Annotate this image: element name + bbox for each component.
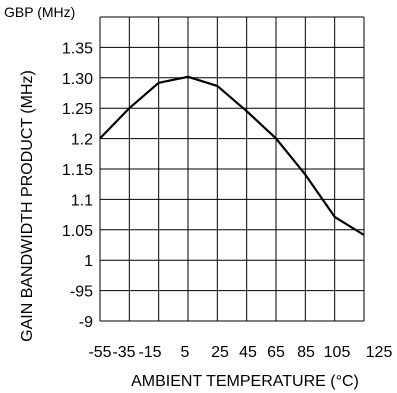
corner-label: GBP (MHz) [4,4,75,20]
x-tick-label: 85 [297,344,315,361]
y-tick-label: 1.30 [62,71,93,88]
y-tick-label: 1.1 [71,192,93,209]
x-axis-label: AMBIENT TEMPERATURE (°C) [131,373,359,390]
series-line [99,75,365,236]
y-tick-label: 1 [84,253,93,270]
y-tick-labels: 1.35 1.30 1.25 1.2 1.15 1.1 1.05 1 -95 -9 [62,40,93,331]
y-tick-label: 1.05 [62,223,93,240]
x-tick-label: 5 [181,344,190,361]
series-group [99,75,365,236]
x-tick-label: 25 [211,344,229,361]
y-tick-label: 1.2 [71,132,93,149]
x-tick-label: 45 [239,344,257,361]
x-tick-label: 125 [366,344,393,361]
y-tick-label: -9 [79,314,93,331]
x-tick-labels: -55 -35 -15 5 25 45 65 85 105 125 [88,344,392,361]
y-tick-label: 1.35 [62,40,93,57]
x-tick-label: -55 [88,344,111,361]
y-tick-label: 1.15 [62,162,93,179]
x-tick-label: 65 [267,344,285,361]
x-tick-label: -35 [112,344,135,361]
grid [99,16,365,322]
x-tick-label: -15 [138,344,161,361]
x-tick-label: 105 [324,344,351,361]
y-axis-label: GAIN BANDWIDTH PRODUCT (MHz) [19,70,36,342]
y-tick-label: -95 [70,284,93,301]
y-tick-label: 1.25 [62,101,93,118]
